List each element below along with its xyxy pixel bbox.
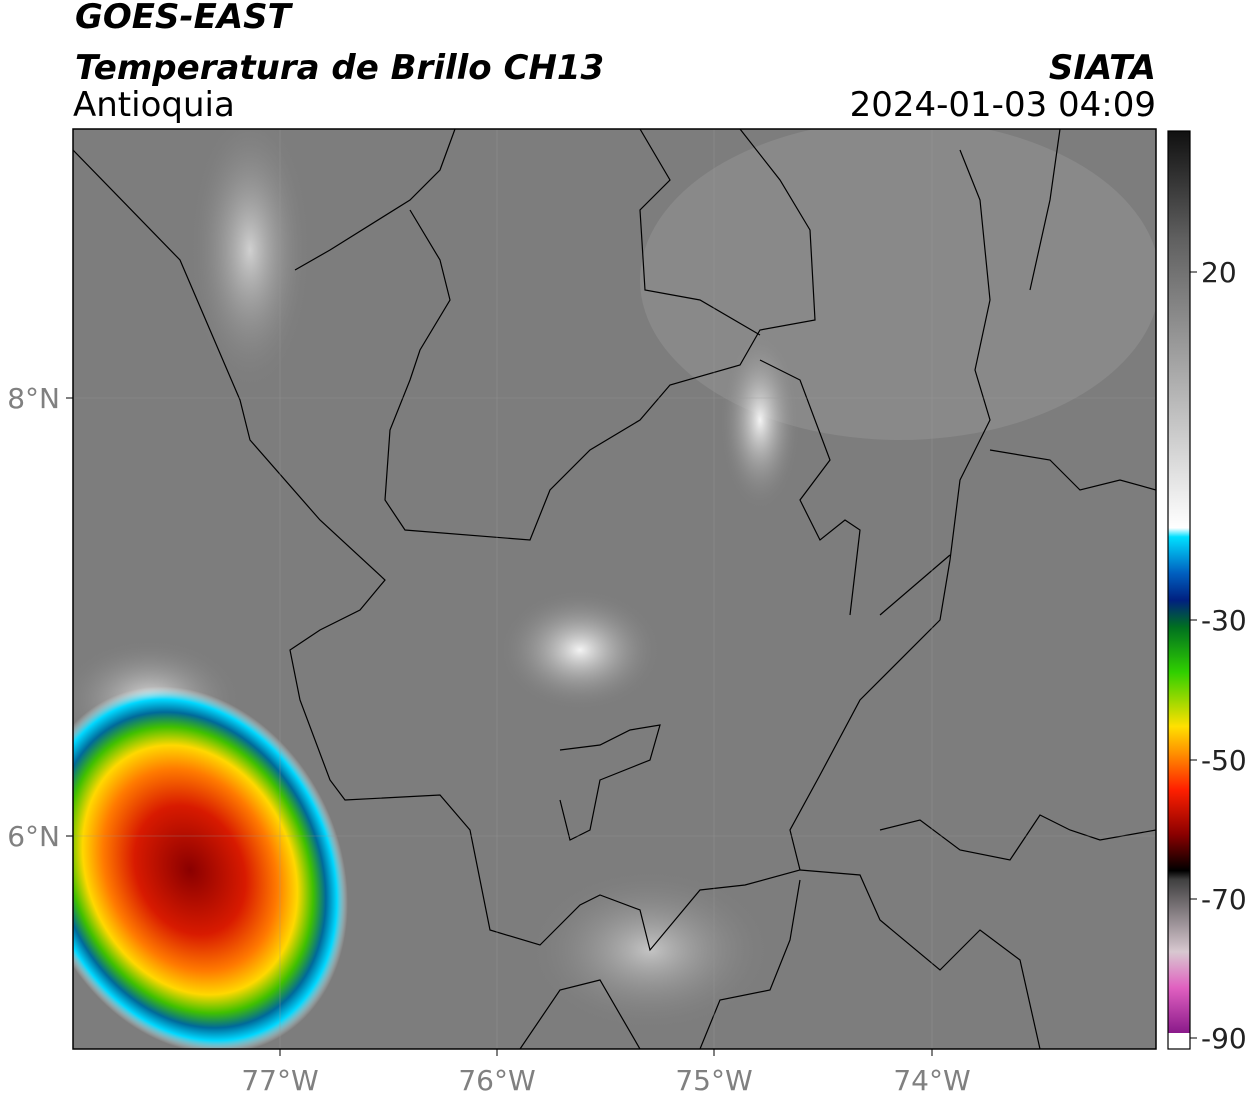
lon-label: 75°W xyxy=(675,1064,752,1097)
colorbar-label: 20 xyxy=(1201,256,1237,289)
colorbar xyxy=(1168,131,1190,1033)
cloud xyxy=(720,330,800,510)
colorbar-label: -50 xyxy=(1201,744,1247,777)
lon-labels: 77°W 76°W 75°W 74°W xyxy=(241,1049,971,1097)
cloud xyxy=(640,129,1156,440)
colorbar-under xyxy=(1168,1033,1190,1049)
colorbar-label: -90 xyxy=(1201,1022,1247,1055)
cloud xyxy=(500,590,660,710)
datetime: 2024-01-03 04:09 xyxy=(850,85,1156,125)
colorbar-labels: 20 -30 -50 -70 -90 xyxy=(1190,256,1247,1055)
lat-label: 8°N xyxy=(7,382,60,415)
subtitle: Temperatura de Brillo CH13 xyxy=(75,48,604,88)
colorbar-frame xyxy=(1167,130,1191,1050)
cloud xyxy=(190,129,310,390)
borders xyxy=(73,129,1156,1049)
lat-labels: 8°N 6°N xyxy=(7,382,73,853)
region: Antioquia xyxy=(73,85,235,125)
graticule xyxy=(73,129,1156,1049)
storm xyxy=(73,686,348,1049)
map xyxy=(73,129,1156,1049)
map-frame xyxy=(72,128,1157,1050)
colorbar-label: -30 xyxy=(1201,604,1247,637)
lon-label: 76°W xyxy=(458,1064,535,1097)
lon-label: 77°W xyxy=(241,1064,318,1097)
source: SIATA xyxy=(1049,48,1156,88)
title: GOES-EAST xyxy=(75,0,294,37)
colorbar-label: -70 xyxy=(1201,883,1247,916)
lon-label: 74°W xyxy=(893,1064,970,1097)
lat-label: 6°N xyxy=(7,820,60,853)
